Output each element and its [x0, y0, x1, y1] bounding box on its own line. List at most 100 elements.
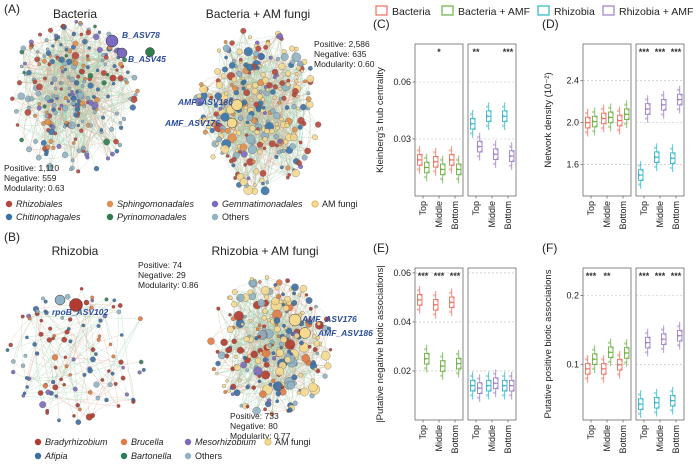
- network-edge: [97, 318, 141, 399]
- network-node: [284, 339, 296, 350]
- network-node: [285, 278, 290, 284]
- legend-label-gemmatimonadales: Gemmatimonadales: [222, 199, 303, 209]
- legend-label-chitinophagales: Chitinophagales: [16, 212, 81, 222]
- network-node: [265, 180, 270, 185]
- network-node: [246, 84, 252, 90]
- network-node: [32, 342, 37, 347]
- network-edge: [37, 51, 60, 147]
- network-node: [213, 111, 219, 117]
- network-edge: [62, 25, 106, 65]
- jitter-point: [480, 382, 483, 385]
- jitter-point: [620, 358, 623, 362]
- network-node: [274, 122, 279, 127]
- network-node: [120, 375, 126, 381]
- network-node: [246, 114, 254, 121]
- network-node: [261, 370, 271, 380]
- network-node: [23, 61, 27, 66]
- jitter-point: [443, 172, 446, 176]
- network-edge: [47, 37, 57, 117]
- network-edge: [56, 98, 66, 155]
- network-node: [247, 145, 257, 155]
- stats-bacteria-amf-negative: Negative: 635: [314, 49, 367, 59]
- network-edge: [40, 334, 93, 416]
- legend-dot-chitinophagales: [5, 213, 13, 221]
- highlight-node-amf-asv186-b: [299, 327, 311, 339]
- network-node: [260, 186, 270, 196]
- network-node: [53, 110, 59, 116]
- network-node: [104, 297, 109, 302]
- network-node: [103, 54, 109, 60]
- network-edge: [10, 318, 30, 346]
- network-node: [270, 108, 276, 114]
- network-node: [272, 75, 277, 80]
- network-node: [16, 80, 23, 86]
- jitter-point: [492, 372, 496, 375]
- jitter-point: [496, 157, 499, 161]
- legend-a: Rhizobiales Sphingomonadales Gemmatimona…: [5, 199, 358, 222]
- network-node: [239, 404, 244, 408]
- network-node: [103, 138, 110, 146]
- network-node: [232, 85, 238, 92]
- network-node: [236, 48, 243, 55]
- network-node: [10, 96, 15, 101]
- network-edge: [80, 95, 107, 143]
- network-edge: [78, 384, 111, 423]
- network-node: [216, 136, 222, 142]
- network-node: [312, 334, 317, 339]
- network-node: [273, 133, 279, 139]
- network-node: [271, 378, 276, 383]
- network-node: [96, 324, 101, 328]
- network-node: [67, 86, 72, 91]
- highlight-node-pyrinomonadales: [145, 47, 155, 57]
- network-node: [61, 151, 69, 159]
- network-edge: [218, 67, 259, 128]
- legend-dot-afipia: [34, 452, 42, 460]
- network-node: [138, 359, 144, 365]
- network-edge: [279, 282, 294, 335]
- network-node: [29, 96, 35, 102]
- jitter-point: [616, 353, 620, 357]
- y-axis-label: Putative positive biotic associations: [543, 269, 554, 418]
- network-edge: [236, 300, 310, 393]
- jitter-point: [448, 149, 452, 152]
- network-node: [292, 126, 298, 133]
- network-node: [233, 354, 238, 359]
- network-edge: [106, 66, 123, 143]
- network-node: [308, 306, 313, 311]
- network-node: [45, 47, 50, 51]
- jitter-point: [627, 117, 630, 121]
- jitter-point: [508, 374, 512, 378]
- legend-label-am-fungi-b: AM fungi: [275, 437, 311, 447]
- network-node: [223, 40, 228, 44]
- network-node: [38, 32, 42, 37]
- jitter-point: [480, 391, 483, 395]
- jitter-point: [501, 124, 505, 128]
- x-tick-label: Top: [471, 201, 481, 216]
- network-node: [68, 121, 76, 130]
- jitter-point: [480, 150, 483, 153]
- jitter-point: [676, 98, 680, 101]
- jitter-point: [641, 168, 644, 172]
- legend-label-others: Others: [222, 212, 250, 222]
- jitter-point: [443, 369, 446, 373]
- network-edge: [23, 72, 84, 149]
- network-edge: [46, 115, 121, 124]
- network-edge: [298, 63, 301, 164]
- network-node: [248, 318, 253, 323]
- network-edge: [268, 365, 328, 401]
- network-node: [118, 359, 124, 365]
- jitter-point: [620, 124, 623, 127]
- network-graphs: [5, 19, 333, 425]
- jitter-point: [595, 125, 598, 128]
- network-node: [324, 362, 332, 370]
- network-node: [315, 335, 320, 340]
- jitter-point: [439, 177, 443, 181]
- network-node: [252, 82, 259, 89]
- subpanel-right: Top *** Middle *** Bottom ***: [635, 267, 685, 454]
- network-edge: [76, 22, 83, 72]
- jitter-point: [432, 313, 436, 316]
- network-edge: [91, 297, 119, 407]
- network-node: [59, 87, 63, 91]
- network-node: [257, 149, 263, 155]
- plot-frame: [467, 43, 517, 197]
